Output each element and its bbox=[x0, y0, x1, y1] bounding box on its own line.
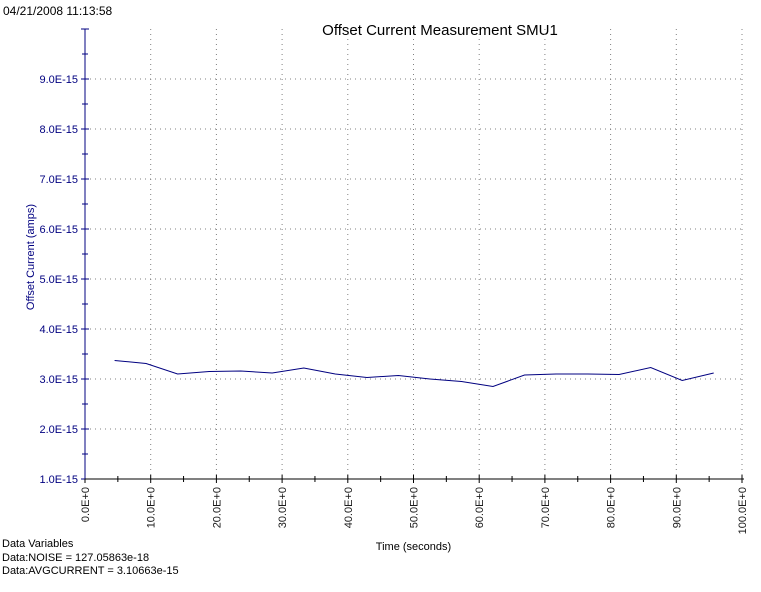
avgcurrent-value: Data:AVGCURRENT = 3.10663e-15 bbox=[2, 565, 179, 577]
svg-text:6.0E-15: 6.0E-15 bbox=[39, 224, 78, 236]
svg-text:60.0E+0: 60.0E+0 bbox=[474, 487, 486, 528]
svg-text:40.0E+0: 40.0E+0 bbox=[343, 487, 355, 528]
y-axis-title: Offset Current (amps) bbox=[25, 203, 37, 311]
chart-title: Offset Current Measurement SMU1 bbox=[322, 22, 558, 39]
svg-text:3.0E-15: 3.0E-15 bbox=[39, 374, 78, 386]
timestamp: 04/21/2008 11:13:58 bbox=[3, 4, 113, 18]
svg-text:8.0E-15: 8.0E-15 bbox=[39, 124, 78, 136]
svg-text:100.0E+0: 100.0E+0 bbox=[737, 487, 749, 534]
svg-text:7.0E-15: 7.0E-15 bbox=[39, 174, 78, 186]
svg-text:20.0E+0: 20.0E+0 bbox=[211, 487, 223, 528]
svg-text:2.0E-15: 2.0E-15 bbox=[39, 424, 78, 436]
data-variables-block: Data Variables Data:NOISE = 127.05863e-1… bbox=[2, 538, 179, 579]
svg-text:90.0E+0: 90.0E+0 bbox=[671, 487, 683, 528]
x-axis-title: Time (seconds) bbox=[375, 541, 452, 553]
svg-text:1.0E-15: 1.0E-15 bbox=[39, 474, 78, 486]
svg-text:10.0E+0: 10.0E+0 bbox=[146, 487, 158, 528]
svg-text:0.0E+0: 0.0E+0 bbox=[80, 487, 92, 522]
svg-text:80.0E+0: 80.0E+0 bbox=[606, 487, 618, 528]
data-variables-heading: Data Variables bbox=[2, 538, 74, 550]
svg-text:70.0E+0: 70.0E+0 bbox=[540, 487, 552, 528]
svg-text:30.0E+0: 30.0E+0 bbox=[277, 487, 289, 528]
svg-text:50.0E+0: 50.0E+0 bbox=[409, 487, 421, 528]
svg-text:5.0E-15: 5.0E-15 bbox=[39, 274, 78, 286]
noise-value: Data:NOISE = 127.05863e-18 bbox=[2, 551, 150, 564]
svg-text:9.0E-15: 9.0E-15 bbox=[39, 74, 78, 86]
svg-text:4.0E-15: 4.0E-15 bbox=[39, 324, 78, 336]
